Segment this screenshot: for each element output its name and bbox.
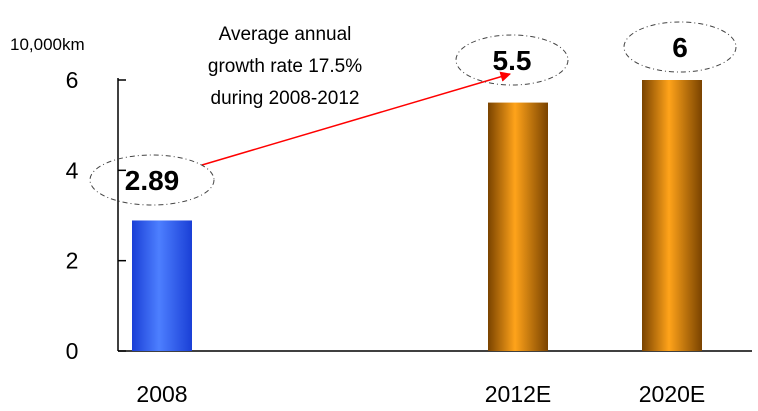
x-tick-label: 2020E [639,381,706,407]
y-axis-ticks: 0 2 4 6 [66,67,126,364]
y-unit-label: 10,000km [10,35,85,54]
bar-2012e [488,102,548,351]
y-tick-label: 6 [66,67,79,93]
data-label: 6 [672,32,688,63]
data-label-ellipse [455,34,569,86]
annotation-line-1: Average annual [219,24,352,45]
data-label: 5.5 [493,45,532,76]
annotation-line-2: growth rate 17.5% [208,56,362,77]
bar-2008 [132,220,192,351]
growth-annotation: Average annual growth rate 17.5% during … [208,24,362,109]
data-label-ellipse [623,21,737,73]
x-tick-label: 2012E [485,381,552,407]
bars-group [132,80,702,351]
bar-2020e [642,80,702,351]
growth-arrow [201,71,512,166]
data-labels-group: 2.89 5.5 6 [89,21,737,206]
data-label: 2.89 [125,165,180,196]
annotation-line-3: during 2008-2012 [211,88,360,109]
x-axis-labels: 2008 2012E 2020E [136,381,705,407]
y-tick-label: 2 [66,248,79,274]
data-label-ellipse [89,154,215,206]
y-tick-label: 4 [66,157,79,183]
x-tick-label: 2008 [136,381,187,407]
y-tick-label: 0 [66,338,79,364]
